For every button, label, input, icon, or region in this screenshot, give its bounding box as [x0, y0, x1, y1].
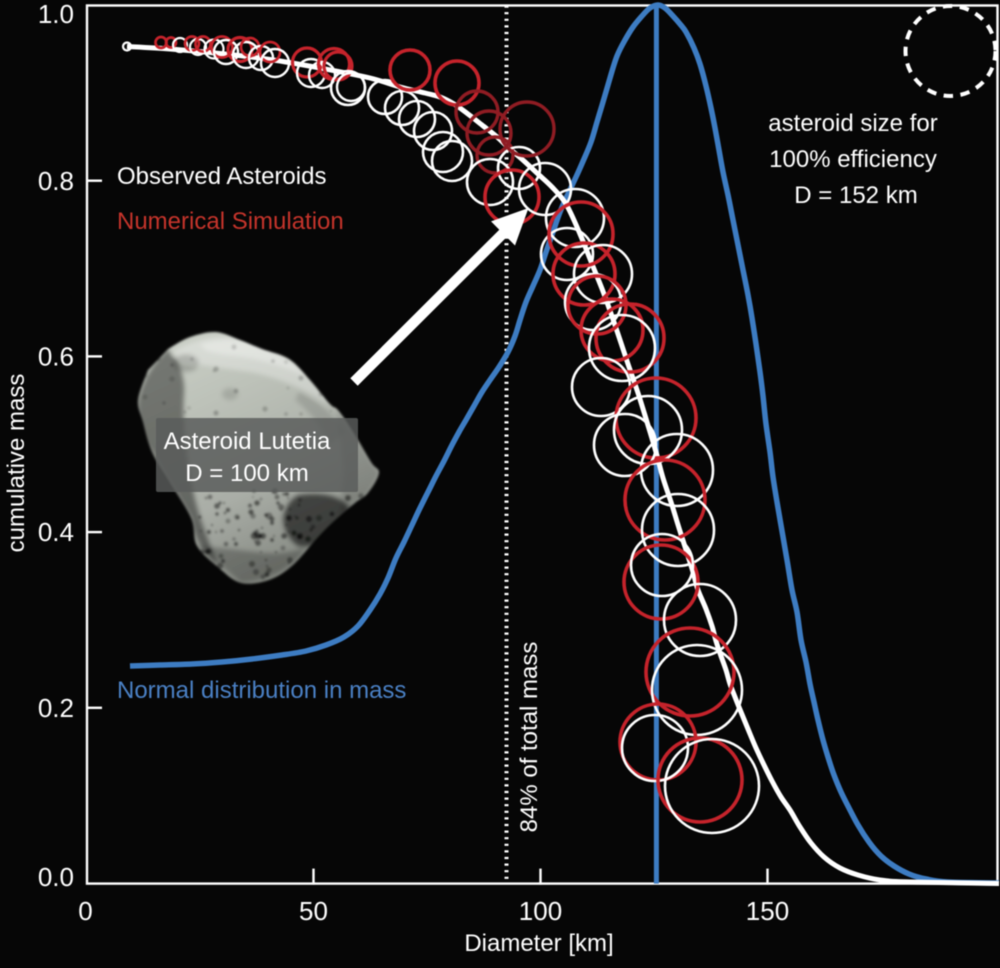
svg-text:Diameter [km]: Diameter [km]	[464, 930, 613, 957]
svg-text:100: 100	[519, 896, 562, 926]
svg-text:100% efficiency: 100% efficiency	[769, 146, 937, 173]
svg-text:Normal distribution in mass: Normal distribution in mass	[117, 677, 406, 704]
svg-text:asteroid size for: asteroid size for	[768, 110, 937, 137]
svg-text:150: 150	[746, 896, 789, 926]
svg-text:0.0: 0.0	[38, 862, 74, 892]
svg-text:0: 0	[78, 896, 92, 926]
svg-text:50: 50	[299, 896, 328, 926]
svg-text:1.0: 1.0	[38, 0, 74, 29]
svg-text:0.6: 0.6	[38, 342, 74, 372]
svg-text:cumulative mass: cumulative mass	[3, 374, 30, 553]
svg-text:D = 152 km: D = 152 km	[794, 182, 917, 209]
svg-text:Asteroid Lutetia: Asteroid Lutetia	[164, 428, 331, 455]
svg-text:0.2: 0.2	[38, 693, 74, 723]
svg-text:Observed Asteroids: Observed Asteroids	[117, 163, 326, 190]
svg-text:D = 100 km: D = 100 km	[185, 460, 308, 487]
svg-text:Numerical Simulation: Numerical Simulation	[117, 208, 344, 235]
svg-text:84% of total mass: 84% of total mass	[516, 642, 543, 833]
svg-text:0.4: 0.4	[38, 517, 74, 547]
svg-text:0.8: 0.8	[38, 166, 74, 196]
